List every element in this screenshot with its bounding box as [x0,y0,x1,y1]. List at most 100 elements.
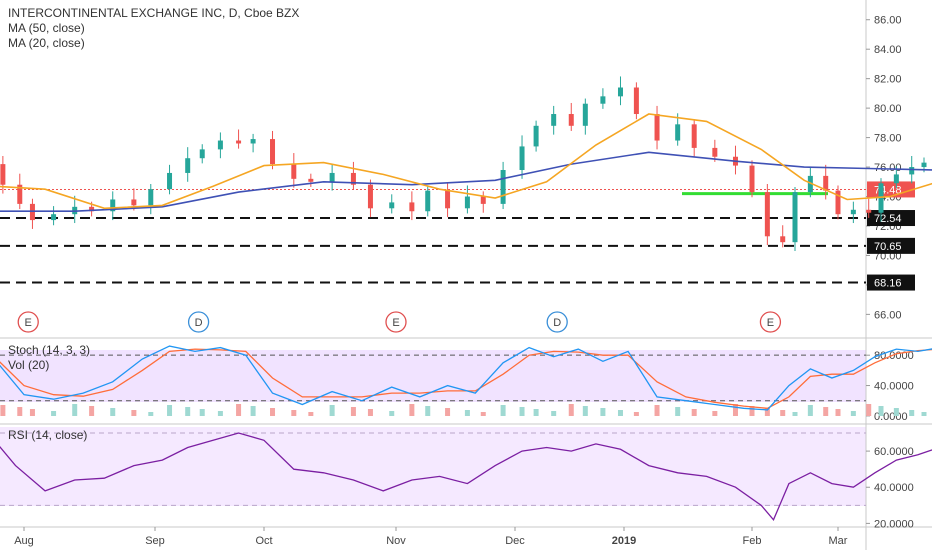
horizontal-level-tag-box [867,210,915,227]
volume-bar [533,409,539,416]
horizontal-level-tag-box [867,274,915,291]
candle-body [921,162,927,168]
volume-bar [367,409,373,416]
candle-body [533,125,539,147]
time-tick-label: Mar [829,535,848,547]
candle-body [835,190,841,215]
volume-bar [425,406,431,416]
volume-bar [72,404,78,416]
candle-body [568,114,574,126]
volume-bar [185,407,191,416]
chart-legend: INTERCONTINENTAL EXCHANGE INC, D, Cboe B… [8,6,299,51]
volume-bar [445,408,451,416]
candle-body [445,190,451,209]
candle-body [250,139,256,144]
candle-body [367,184,373,209]
candle-body [850,209,856,215]
candle-body [308,178,314,182]
rsi-tick-label: 20.0000 [874,518,914,530]
candle-body [600,96,606,104]
candle-body [167,172,173,190]
symbol-title: INTERCONTINENTAL EXCHANGE INC, D, Cboe B… [8,6,300,20]
volume-bar [633,412,639,416]
time-tick-label: Feb [743,535,762,547]
price-tick-label: 86.00 [874,15,902,27]
volume-bar [464,410,470,416]
horizontal-level-tag-text: 68.16 [874,278,902,290]
rsi-band-fill [0,427,866,506]
event-marker-label: D [553,317,561,329]
candle-body [89,206,95,212]
stoch-k-line [0,345,932,411]
horizontal-level-tag: 70.65 [867,237,915,254]
volume-bar [217,411,223,416]
volume-bar [389,411,395,416]
event-marker-label: E [25,317,32,329]
candle-body [909,167,915,175]
horizontal-level-tag: 72.54 [867,210,915,227]
volume-bar [0,405,6,416]
volume-bar [866,404,872,416]
volume-legend-label: Vol (20) [8,358,50,372]
price-tick-label: 84.00 [874,44,902,56]
candle-body [425,190,431,212]
price-tick-label: 76.00 [874,162,902,174]
volume-bar [350,407,356,416]
candle-body [500,170,506,204]
volume-bar [291,410,297,416]
earnings-marker [759,311,782,333]
rsi-tick-label: 60.0000 [874,446,914,458]
volume-bar [110,408,116,416]
event-marker-label: E [767,317,774,329]
candle-body [17,184,23,204]
rsi-line [0,432,932,522]
volume-bar [167,405,173,416]
volume-bar [823,407,829,416]
volume-bar [148,412,154,416]
volume-bar [519,407,525,416]
volume-bar [199,409,205,416]
time-tick-label: 2019 [612,535,636,547]
volume-bar [617,410,623,416]
volume-bar [270,408,276,416]
stoch-tick-label: 40.0000 [874,381,914,393]
candle-body [185,158,191,173]
volume-bar [712,411,718,416]
volume-bar [732,404,738,416]
price-tick-label: 82.00 [874,74,902,86]
volume-bar [600,408,606,416]
candle-body [691,124,697,148]
volume-bar [675,407,681,416]
price-tick-label: 80.00 [874,103,902,115]
volume-bar [764,408,770,416]
volume-bar [236,404,242,416]
ma50-legend-label: MA (50, close) [8,21,85,35]
volume-bar [582,406,588,416]
candle-body [617,87,623,97]
price-tick-label: 78.00 [874,133,902,145]
candle-body [893,174,899,184]
ma20-legend-label: MA (20, close) [8,36,85,50]
candle-body [675,124,681,141]
volume-bar [308,412,314,416]
horizontal-level-tag-text: 70.65 [874,241,902,253]
candle-body [582,103,588,126]
candle-body [464,196,470,209]
candle-body [519,146,525,170]
dividend-marker [187,311,210,333]
rsi-legend: RSI (14, close) [8,428,87,443]
volume-bar [29,409,35,416]
earnings-marker [17,311,39,333]
volume-bar [51,411,57,416]
volume-bar [691,409,697,416]
candle-body [110,199,116,212]
candle-body [329,172,335,182]
candle-body [654,114,660,141]
candle-body [389,202,395,209]
volume-bar [850,411,856,416]
volume-bar [654,405,660,416]
horizontal-level-tag: 68.16 [867,274,915,291]
candle-body [131,199,137,206]
volume-bar [878,406,884,416]
